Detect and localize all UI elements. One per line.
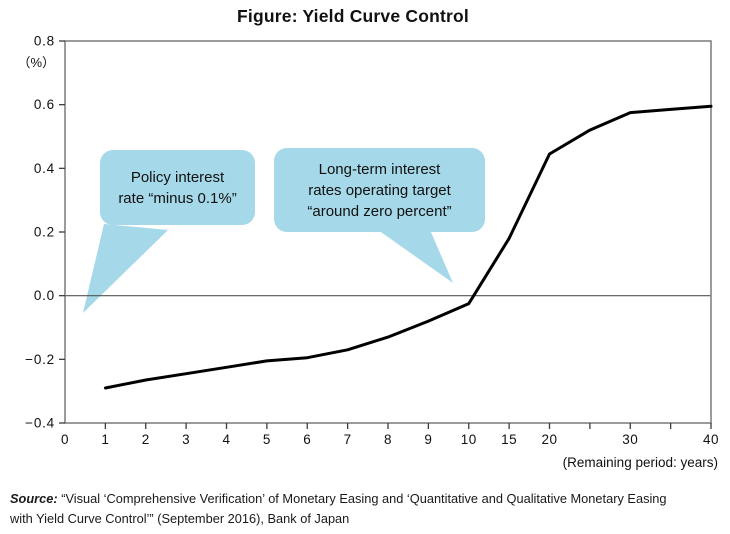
callout-long-term-tail [378, 230, 453, 283]
yield-curve-line [103, 104, 713, 390]
x-tick-label: 7 [344, 432, 352, 447]
callout-long-term-line3: “around zero percent” [307, 202, 452, 220]
x-tick-label: 2 [142, 432, 150, 447]
x-tick-label: 6 [303, 432, 311, 447]
y-tick-label: 0.8 [34, 34, 55, 49]
y-axis-unit-label: （%） [17, 55, 55, 70]
callout-long-term-target: Long-term interest rates operating targe… [274, 148, 485, 232]
y-tick-label: −0.2 [25, 352, 55, 367]
y-tick-label: 0.6 [34, 97, 55, 112]
callout-policy-rate-tail [83, 224, 168, 313]
callout-long-term-line2: rates operating target [308, 181, 451, 199]
x-tick-label: 3 [182, 432, 190, 447]
chart-title: Figure: Yield Curve Control [237, 6, 469, 26]
x-tick-label: 20 [541, 432, 557, 447]
callout-long-term-line1: Long-term interest [318, 160, 441, 178]
callout-policy-rate-line2: rate “minus 0.1%” [118, 189, 237, 207]
callout-policy-interest-rate: Policy interest rate “minus 0.1%” [100, 150, 255, 225]
x-tick-label: 8 [384, 432, 392, 447]
source-text-line2: with Yield Curve Control’” (September 20… [10, 510, 350, 526]
yield-curve-chart-canvas: 0.8 0.6 0.4 0.2 0.0 −0.2 −0.4 （%） 0 1 2 3 4 5 6 7 8 9 10 15… [17, 34, 719, 471]
source-text-line1: “Visual ‘Comprehensive Verification’ of … [57, 491, 667, 506]
x-tick-label: 30 [622, 432, 638, 447]
x-tick-label: 10 [461, 432, 477, 447]
source-note: Source: “Visual ‘Comprehensive Verificat… [10, 489, 724, 528]
source-label: Source: [10, 491, 58, 506]
x-tick-label: 15 [501, 432, 517, 447]
y-tick-label: 0.0 [34, 288, 55, 303]
x-tick-label: 4 [222, 432, 230, 447]
callout-policy-rate-line1: Policy interest [130, 168, 225, 186]
x-axis-label: (Remaining period: years) [563, 455, 718, 470]
x-tick-label: 5 [263, 432, 271, 447]
x-tick-label: 1 [101, 432, 109, 447]
y-tick-label: 0.2 [34, 225, 55, 240]
x-tick-label: 40 [703, 432, 719, 447]
x-tick-label: 0 [61, 432, 69, 447]
x-tick-label: 9 [424, 432, 432, 447]
y-tick-label: −0.4 [25, 416, 55, 431]
y-tick-label: 0.4 [34, 161, 55, 176]
